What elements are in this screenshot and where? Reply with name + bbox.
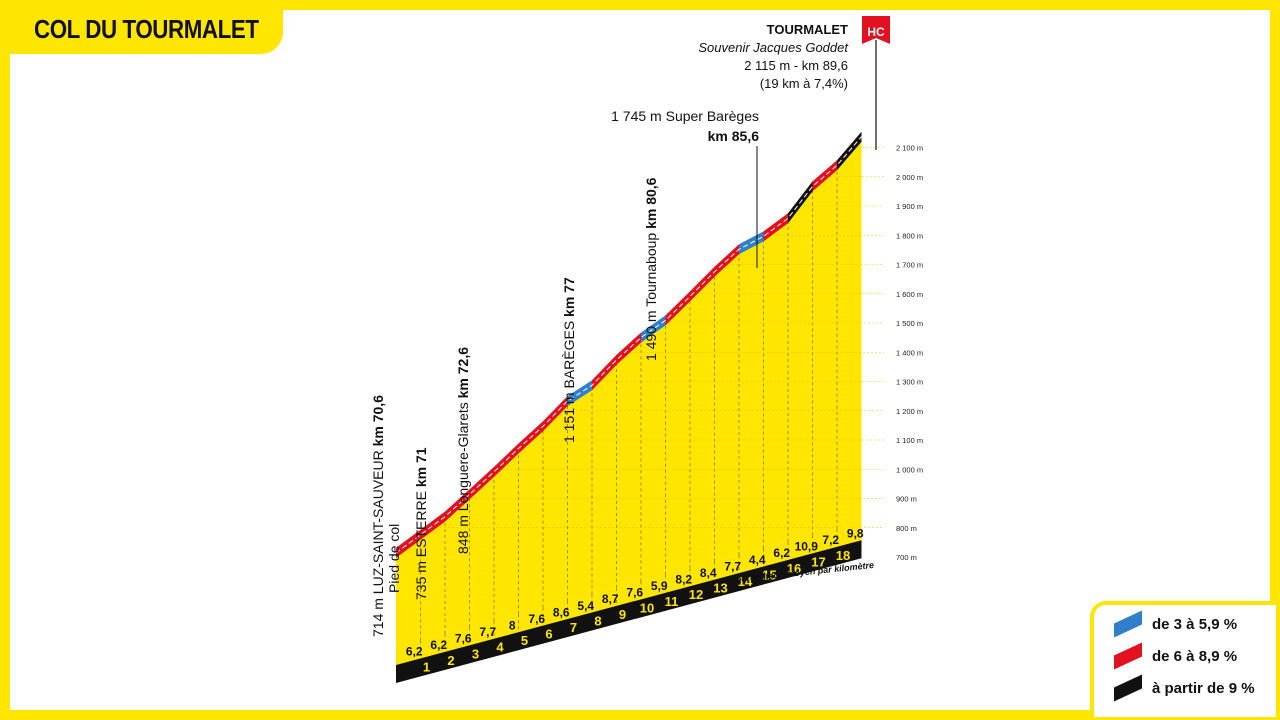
annotation-label: 735 m ESTERRE km 71 bbox=[413, 447, 429, 600]
y-tick-label: 700 m bbox=[896, 553, 917, 562]
km-label: 11 bbox=[665, 594, 679, 609]
km-label: 4 bbox=[496, 640, 504, 655]
gradient-label: 8,2 bbox=[675, 572, 692, 586]
km-label: 18 bbox=[836, 548, 850, 563]
legend-swatch-red bbox=[1114, 642, 1142, 670]
y-tick-label: 1 600 m bbox=[896, 290, 923, 299]
km-label: 17 bbox=[811, 554, 825, 569]
gradient-label: 7,2 bbox=[822, 533, 839, 547]
profile-centerline bbox=[395, 136, 862, 554]
profile-segment-red bbox=[396, 529, 421, 558]
gradient-label: 6,2 bbox=[406, 645, 423, 659]
legend-swatch-black bbox=[1114, 674, 1142, 702]
km-label: 3 bbox=[472, 646, 479, 661]
profile-segment-red bbox=[665, 291, 690, 326]
title-tab: COL DU TOURMALET bbox=[0, 0, 283, 54]
profile-segment-blue bbox=[641, 315, 666, 343]
summit-label: TOURMALET Souvenir Jacques Goddet 2 115 … bbox=[698, 16, 890, 150]
gradient-label: 8,7 bbox=[602, 592, 619, 606]
hc-flag bbox=[862, 16, 890, 44]
legend-label-blue: de 3 à 5,9 % bbox=[1152, 615, 1238, 633]
y-tick-label: 800 m bbox=[896, 524, 917, 533]
legend-label-black: à partir de 9 % bbox=[1152, 679, 1255, 697]
gradient-label: 7,6 bbox=[626, 586, 643, 600]
km-label: 10 bbox=[640, 600, 654, 615]
summit-subtitle: Souvenir Jacques Goddet bbox=[698, 40, 849, 55]
annotation-label: Pied de col bbox=[386, 524, 402, 593]
hc-category: HC bbox=[867, 25, 885, 39]
y-tick-label: 1 200 m bbox=[896, 407, 923, 416]
annotation-label: 1 745 m Super Barèges bbox=[611, 108, 759, 124]
y-tick-label: 1 800 m bbox=[896, 231, 923, 240]
y-tick-label: 900 m bbox=[896, 495, 917, 504]
km-label: 14 bbox=[738, 574, 753, 589]
profile-segment-red bbox=[445, 489, 470, 522]
y-tick-label: 1 900 m bbox=[896, 202, 923, 211]
km-band bbox=[396, 540, 862, 683]
gradient-label: 6,2 bbox=[430, 638, 447, 652]
legend-item-red: de 6 à 8,9 % bbox=[1114, 642, 1238, 670]
profile-segment-red bbox=[616, 332, 641, 365]
gradient-label: 9,8 bbox=[847, 527, 864, 541]
profile-grid-layer bbox=[420, 147, 884, 641]
y-tick-label: 2 100 m bbox=[896, 144, 923, 153]
summit-details: 2 115 m - km 89,6 bbox=[744, 58, 848, 73]
y-tick-label: 1 100 m bbox=[896, 436, 923, 445]
km-labels: 1 2 3 4 5 6 7 8 9 10 11 12 13 14 15 16 17 18 bbox=[423, 548, 850, 675]
gradient-legend: de 3 à 5,9 % de 6 à 8,9 % à partir de 9 … bbox=[1090, 601, 1276, 717]
gradient-label: 5,4 bbox=[577, 599, 594, 613]
y-tick-label: 1 300 m bbox=[896, 378, 923, 387]
legend-item-black: à partir de 9 % bbox=[1114, 674, 1255, 702]
km-label: 2 bbox=[447, 653, 454, 668]
annotation-label: 1 490 m Tournaboup km 80,6 bbox=[643, 177, 659, 361]
profile-base bbox=[396, 522, 862, 683]
legend-item-blue: de 3 à 5,9 % bbox=[1114, 610, 1238, 638]
gradient-label: 7,7 bbox=[479, 625, 496, 639]
gradient-label: 4,4 bbox=[749, 553, 766, 567]
y-tick-label: 1 000 m bbox=[896, 465, 923, 474]
legend-label-red: de 6 à 8,9 % bbox=[1152, 647, 1238, 665]
y-tick-label: 2 000 m bbox=[896, 173, 923, 182]
km-label: 9 bbox=[619, 607, 626, 622]
y-tick-label: 1 700 m bbox=[896, 261, 923, 270]
km-label: 7 bbox=[570, 620, 577, 635]
gradient-label: 7,6 bbox=[455, 632, 472, 646]
gradient-label: 7,6 bbox=[528, 612, 545, 626]
km-label: 1 bbox=[423, 659, 430, 674]
gradient-label: 10,9 bbox=[795, 540, 819, 554]
summit-name: TOURMALET bbox=[767, 22, 848, 37]
km-label: 13 bbox=[713, 581, 727, 596]
gradient-label: 8,4 bbox=[700, 566, 717, 580]
profile-segment-red bbox=[763, 213, 788, 242]
km-label: 6 bbox=[545, 627, 552, 642]
y-tick-label: 1 500 m bbox=[896, 319, 923, 328]
annotation-label: 848 m Longuere-Glarets km 72,6 bbox=[455, 347, 471, 554]
km-label: 5 bbox=[521, 633, 528, 648]
km-label: 15 bbox=[762, 568, 776, 583]
annotation-km: km 85,6 bbox=[708, 128, 760, 144]
summit-stats: (19 km à 7,4%) bbox=[760, 76, 848, 91]
annotation-label: 1 151 m BARÈGES km 77 bbox=[561, 277, 577, 443]
y-axis-ticks: 700 m 800 m 900 m 1 000 m 1 100 m 1 200 m 1 30… bbox=[896, 144, 923, 563]
profile-line-layer bbox=[395, 131, 862, 558]
gradient-label: 6,2 bbox=[773, 546, 790, 560]
gradient-label: 7,7 bbox=[724, 559, 741, 573]
y-tick-label: 1 400 m bbox=[896, 348, 923, 357]
km-label: 16 bbox=[787, 561, 801, 576]
gradient-band bbox=[396, 522, 862, 665]
profile-segment-red bbox=[420, 511, 445, 540]
gradient-label: 5,9 bbox=[651, 579, 668, 593]
km-label: 8 bbox=[594, 613, 601, 628]
annotation-label: 714 m LUZ-SAINT-SAUVEUR km 70,6 bbox=[370, 395, 386, 637]
page-title: COL DU TOURMALET bbox=[34, 14, 259, 44]
gradient-label: 8,6 bbox=[553, 605, 570, 619]
profile-segment-red bbox=[469, 466, 494, 500]
profile-segment-red bbox=[812, 160, 837, 192]
gradient-label: 8 bbox=[509, 618, 516, 632]
legend-swatch-blue bbox=[1114, 610, 1142, 638]
gradient-labels: 6,2 6,2 7,6 7,7 8 7,6 8,6 5,4 8,7 7,6 5,9 8,2 8,4 7,7… bbox=[406, 527, 864, 659]
km-label: 12 bbox=[689, 587, 703, 602]
